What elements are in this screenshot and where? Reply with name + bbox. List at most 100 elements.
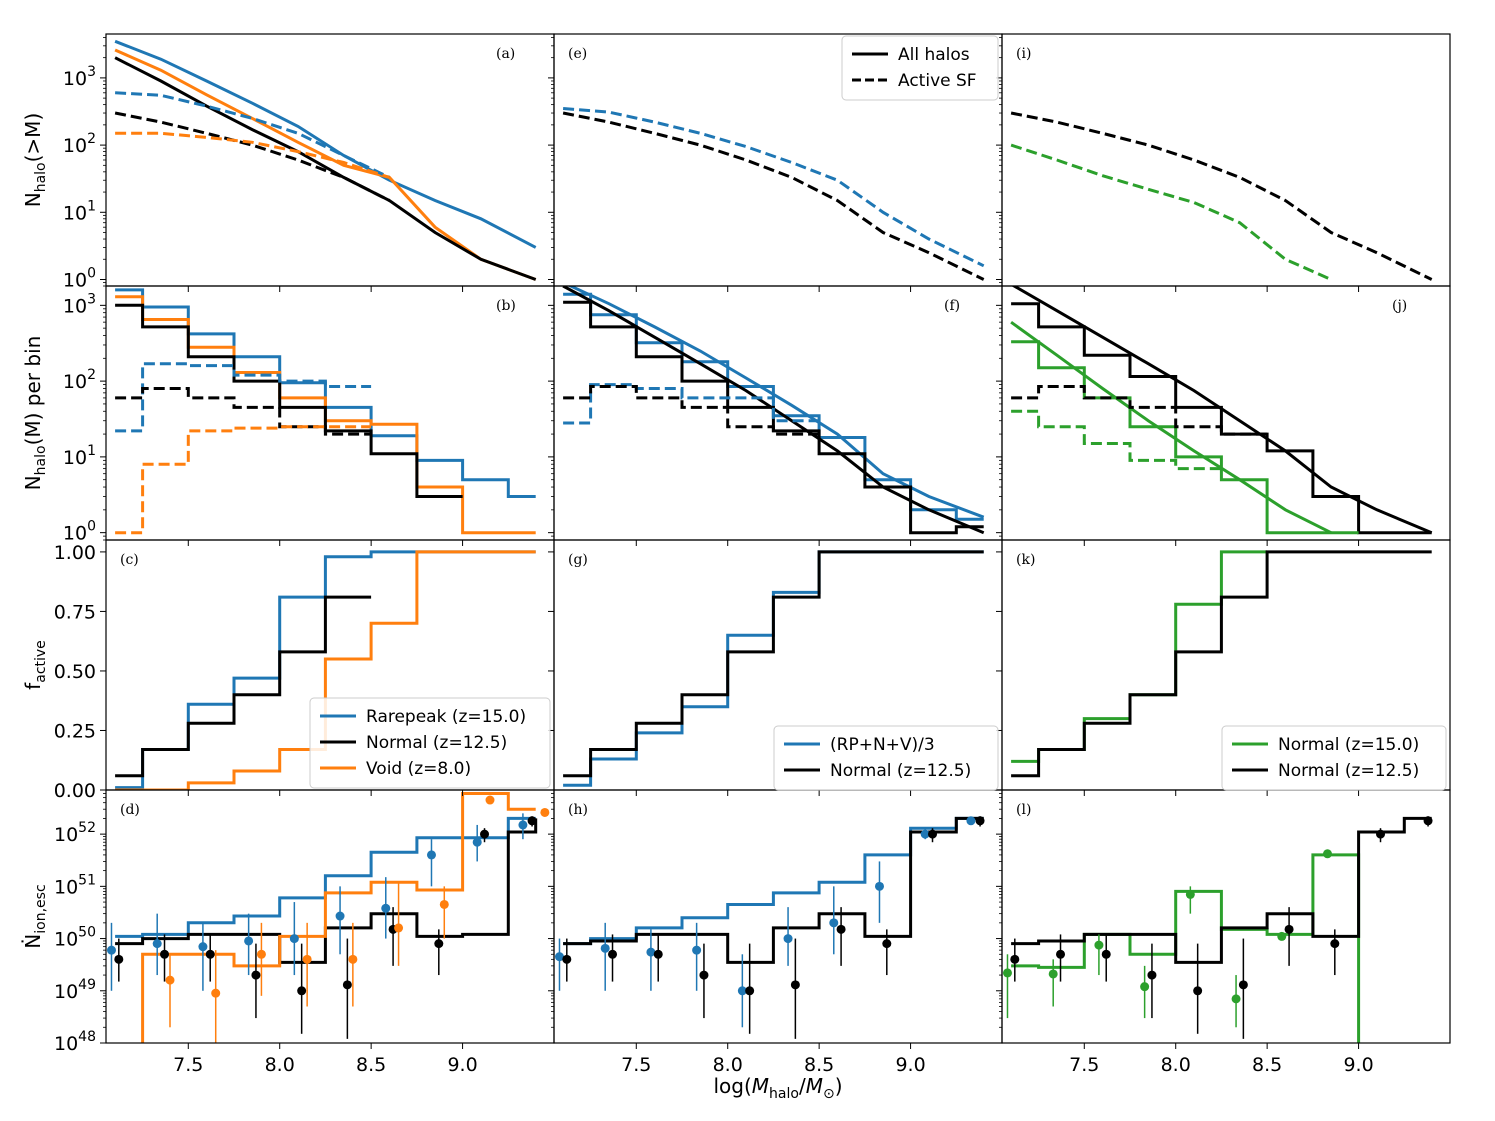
- data-point: [297, 986, 307, 996]
- data-point: [783, 934, 793, 944]
- data-point: [928, 829, 938, 839]
- data-point: [480, 829, 490, 839]
- panel-frame-b: [105, 285, 555, 541]
- data-point: [1140, 982, 1150, 992]
- panel-label-e: (e): [568, 46, 587, 62]
- y-axis-label-row-0: Nhalo(>M): [21, 113, 49, 208]
- data-point: [836, 924, 846, 934]
- series-c-normal: [115, 595, 372, 778]
- series-j-black-all-line: [1011, 286, 1433, 535]
- data-point: [692, 945, 702, 955]
- y-tick-label: 100: [63, 519, 96, 545]
- data-point: [342, 980, 352, 990]
- data-point: [874, 881, 884, 891]
- legend-k: Normal (z=15.0) Normal (z=12.5): [1221, 725, 1447, 791]
- data-point: [289, 934, 299, 944]
- y-axis-label-row-3: Ṅion,esc: [21, 884, 49, 948]
- data-point: [1423, 816, 1433, 826]
- panel-label-l: (l): [1016, 802, 1031, 818]
- x-tick-label: 8.0: [265, 1054, 295, 1076]
- data-point: [152, 939, 162, 949]
- legend-entry: Normal (z=12.5): [366, 733, 507, 753]
- series-f-blue-active: [563, 383, 820, 425]
- x-tick-label: 8.5: [356, 1054, 386, 1076]
- data-point: [600, 943, 610, 953]
- legend-entry: (RP+N+V)/3: [830, 735, 935, 755]
- panel-label-c: (c): [120, 552, 139, 568]
- legend-entry: Active SF: [898, 71, 977, 91]
- data-point: [106, 945, 116, 955]
- data-point: [160, 949, 170, 959]
- data-point: [251, 970, 261, 980]
- legend-entry: Normal (z=12.5): [1278, 761, 1419, 781]
- series-f-black-all-line: [562, 286, 985, 535]
- y-tick-label: 1049: [54, 977, 96, 1003]
- data-point: [165, 975, 175, 985]
- data-point: [1048, 969, 1058, 979]
- series-h-black-points: [562, 816, 985, 1039]
- legend-frame: [1221, 725, 1447, 791]
- series-f-black-all-step: [563, 300, 984, 535]
- y-tick-label: 101: [63, 198, 96, 224]
- panel-b: [115, 288, 536, 535]
- data-point: [1238, 980, 1248, 990]
- data-point: [211, 988, 221, 998]
- panel-j: [1010, 286, 1433, 535]
- legend-c: Rarepeak (z=15.0) Normal (z=12.5) Void (z=…: [309, 697, 551, 789]
- series-l-green-points: [1002, 849, 1332, 1028]
- y-axis-label-row-2: factive: [21, 640, 49, 690]
- data-point: [1056, 949, 1066, 959]
- series-l-black-points: [1010, 816, 1433, 1039]
- data-point: [540, 807, 550, 817]
- data-point: [1147, 970, 1157, 980]
- series-a-rarepeak-all: [114, 39, 537, 249]
- y-tick-label: 103: [63, 64, 96, 90]
- series-j-green-all-line: [1010, 320, 1332, 535]
- data-point: [244, 936, 254, 946]
- data-point: [439, 899, 449, 909]
- data-point: [1094, 940, 1104, 950]
- data-point: [882, 939, 892, 949]
- series-k-normal-z-12-5-: [1011, 550, 1432, 778]
- x-tick-label: 7.5: [173, 1054, 203, 1076]
- panel-label-k: (k): [1016, 552, 1035, 568]
- series-d-normal: [115, 818, 538, 964]
- data-point: [256, 949, 266, 959]
- panel-label-a: (a): [496, 46, 515, 62]
- panel-frame-d: [105, 789, 555, 1044]
- series-l-normal: [1011, 816, 1432, 964]
- legend-frame: [773, 725, 999, 791]
- legend-entry: Void (z=8.0): [366, 759, 471, 779]
- data-point: [829, 918, 839, 928]
- y-tick-label: 102: [63, 367, 96, 393]
- data-point: [335, 911, 345, 921]
- x-tick-label: 9.0: [447, 1054, 477, 1076]
- data-point: [562, 954, 572, 964]
- data-point: [426, 850, 436, 860]
- panel-k: [1011, 550, 1432, 778]
- panel-frame-i: [1001, 33, 1451, 287]
- series-a-void-active: [115, 131, 390, 179]
- data-point: [434, 939, 444, 949]
- data-point: [1277, 931, 1287, 941]
- y-tick-label: 102: [63, 131, 96, 157]
- data-point: [1330, 939, 1340, 949]
- data-point: [1284, 924, 1294, 934]
- series-h-normal: [563, 816, 984, 964]
- x-tick-label: 9.0: [1343, 1054, 1373, 1076]
- panel-frame-l: [1001, 789, 1451, 1044]
- y-tick-label: 1048: [54, 1029, 96, 1055]
- series-b-rarepeak-all: [115, 288, 536, 498]
- series-d-rarepeak-points: [106, 813, 528, 991]
- series-h-blue-points: [554, 816, 976, 1028]
- data-point: [1185, 889, 1195, 899]
- data-point: [653, 949, 663, 959]
- data-point: [302, 954, 312, 964]
- data-point: [790, 980, 800, 990]
- panel-label-b: (b): [496, 298, 516, 314]
- panel-a: [114, 39, 537, 281]
- series-a-normal-all: [114, 56, 537, 281]
- data-point: [737, 986, 747, 996]
- series-b-rarepeak-active: [115, 362, 372, 433]
- panel-d: [106, 792, 550, 1043]
